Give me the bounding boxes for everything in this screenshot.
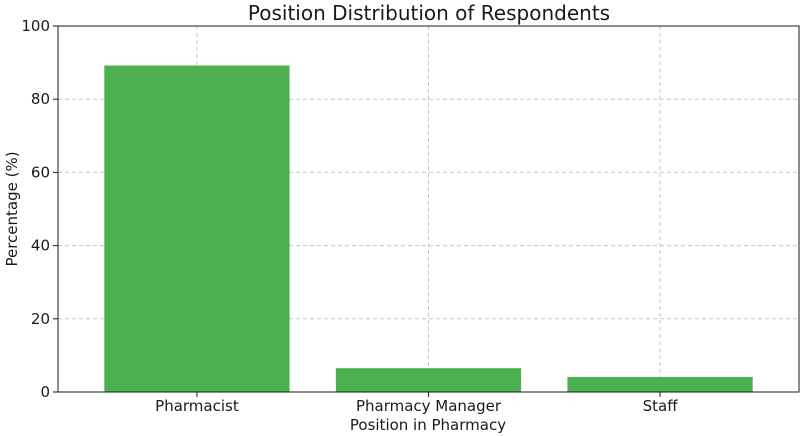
y-tick-label: 100 (21, 17, 50, 35)
x-tick-label: Pharmacy Manager (356, 397, 502, 415)
chart-title: Position Distribution of Respondents (248, 1, 610, 25)
bar-staff (567, 376, 753, 392)
bars (104, 65, 753, 392)
y-tick-label: 40 (31, 237, 50, 255)
y-tick-label: 20 (31, 310, 50, 328)
bar-pharmacy-manager (335, 368, 522, 392)
x-tick-label: Staff (643, 397, 679, 415)
y-tick-label: 60 (31, 163, 50, 181)
y-tick-label: 0 (40, 383, 50, 401)
y-tick-label: 80 (31, 90, 50, 108)
y-axis-ticks: 0 20 40 60 80 100 (21, 17, 58, 401)
bar-pharmacist (104, 65, 290, 392)
x-tick-label: Pharmacist (155, 397, 239, 415)
y-axis-label: Percentage (%) (3, 151, 21, 266)
x-axis-label: Position in Pharmacy (350, 416, 506, 434)
x-axis-ticks: Pharmacist Pharmacy Manager Staff (155, 392, 678, 415)
